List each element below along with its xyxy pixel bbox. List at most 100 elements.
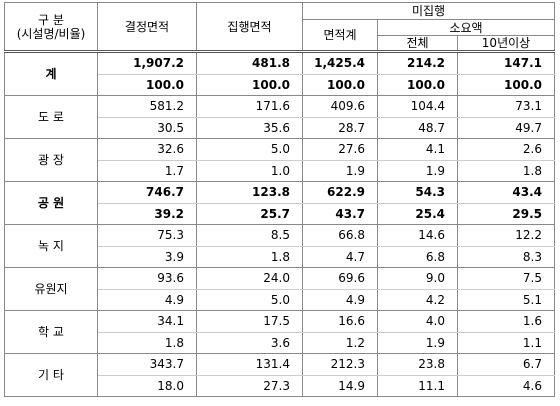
ratio-cell: 30.5 [97, 117, 197, 139]
header-cell: 면적계 [302, 19, 378, 53]
ratio-cell: 100.0 [457, 74, 555, 96]
ratio-cell: 39.2 [97, 203, 197, 225]
table-row: 30.5 35.6 28.7 48.7 49.7 [5, 117, 555, 139]
table-row: 기 타 343.7 131.4 212.3 23.8 6.7 [4, 353, 555, 397]
ratio-cell: 100.0 [377, 74, 458, 96]
header-cell: 집행면적 [196, 2, 303, 53]
header-text: 구 분 [38, 12, 64, 27]
ratio-cell: 28.7 [302, 117, 378, 139]
ratio-cell: 11.1 [377, 375, 458, 397]
ratio-cell: 1.9 [377, 160, 458, 182]
area-cell: 23.8 [377, 353, 458, 376]
area-cell: 214.2 [377, 51, 458, 75]
header-cell: 소요액 [377, 19, 555, 36]
table-header: 구 분 (시설명/비율) 결정면적 집행면적 미집행 면적계 소요액 전체 10… [4, 2, 555, 53]
table-row: 학 교 34.1 17.5 16.6 4.0 1.6 [4, 310, 555, 354]
ratio-cell: 1.0 [196, 160, 303, 182]
area-cell: 581.2 [97, 95, 197, 118]
ratio-cell: 4.6 [457, 375, 555, 397]
area-cell: 1,907.2 [97, 51, 197, 75]
header-cell: 미집행 [302, 2, 555, 20]
ratio-cell: 48.7 [377, 117, 458, 139]
ratio-cell: 1.8 [457, 160, 555, 182]
ratio-cell: 3.6 [196, 332, 303, 354]
area-cell: 481.8 [196, 51, 303, 75]
table-row: 녹 지 75.3 8.5 66.8 14.6 12.2 [4, 224, 555, 268]
area-cell: 171.6 [196, 95, 303, 118]
ratio-cell: 1.8 [196, 246, 303, 268]
area-cell: 24.0 [196, 267, 303, 290]
area-cell: 4.0 [377, 310, 458, 333]
ratio-cell: 25.4 [377, 203, 458, 225]
area-cell: 131.4 [196, 353, 303, 376]
table-row: 계 1,907.2 481.8 1,425.4 214.2 147.1 [4, 51, 555, 96]
ratio-cell: 100.0 [196, 74, 303, 96]
table-row: 광 장 32.6 5.0 27.6 4.1 2.6 [4, 138, 555, 182]
area-cell: 147.1 [457, 51, 555, 75]
facility-name: 학 교 [4, 310, 98, 354]
ratio-cell: 1.8 [97, 332, 197, 354]
ratio-cell: 8.3 [457, 246, 555, 268]
header-text: (시설명/비율) [16, 26, 86, 41]
ratio-cell: 1.1 [457, 332, 555, 354]
table-row: 공 원 746.7 123.8 622.9 54.3 43.4 [4, 181, 555, 225]
facility-name: 계 [4, 51, 98, 96]
area-cell: 1,425.4 [302, 51, 378, 75]
area-cell: 73.1 [457, 95, 555, 118]
ratio-cell: 5.1 [457, 289, 555, 311]
area-cell: 34.1 [97, 310, 197, 333]
area-cell: 54.3 [377, 181, 458, 204]
ratio-cell: 1.2 [302, 332, 378, 354]
area-cell: 66.8 [302, 224, 378, 247]
area-cell: 7.5 [457, 267, 555, 290]
ratio-cell: 100.0 [97, 74, 197, 96]
ratio-cell: 29.5 [457, 203, 555, 225]
ratio-cell: 3.9 [97, 246, 197, 268]
facility-name: 광 장 [4, 138, 98, 182]
area-cell: 43.4 [457, 181, 555, 204]
ratio-cell: 49.7 [457, 117, 555, 139]
facility-name: 도 로 [4, 95, 98, 139]
table-row: 도 로 581.2 171.6 409.6 104.4 73.1 [4, 95, 555, 139]
area-cell: 12.2 [457, 224, 555, 247]
ratio-cell: 4.9 [302, 289, 378, 311]
area-cell: 14.6 [377, 224, 458, 247]
area-cell: 6.7 [457, 353, 555, 376]
ratio-cell: 35.6 [196, 117, 303, 139]
table-row: 3.9 1.8 4.7 6.8 8.3 [5, 246, 555, 268]
ratio-cell: 5.0 [196, 289, 303, 311]
header-cell: 전체 [377, 35, 458, 53]
ratio-cell: 18.0 [97, 375, 197, 397]
ratio-cell: 1.9 [302, 160, 378, 182]
ratio-cell: 14.9 [302, 375, 378, 397]
area-cell: 5.0 [196, 138, 303, 161]
table-row: 1.7 1.0 1.9 1.9 1.8 [5, 160, 555, 182]
area-cell: 93.6 [97, 267, 197, 290]
facility-name: 녹 지 [4, 224, 98, 268]
area-cell: 17.5 [196, 310, 303, 333]
area-cell: 343.7 [97, 353, 197, 376]
area-cell: 746.7 [97, 181, 197, 204]
facility-name: 공 원 [4, 181, 98, 225]
area-cell: 4.1 [377, 138, 458, 161]
area-cell: 32.6 [97, 138, 197, 161]
area-cell: 16.6 [302, 310, 378, 333]
table-row: 100.0 100.0 100.0 100.0 100.0 [5, 74, 555, 96]
area-cell: 8.5 [196, 224, 303, 247]
ratio-cell: 27.3 [196, 375, 303, 397]
ratio-cell: 4.9 [97, 289, 197, 311]
area-cell: 1.6 [457, 310, 555, 333]
header-cell: 구 분 (시설명/비율) [4, 2, 98, 53]
area-cell: 75.3 [97, 224, 197, 247]
facility-name: 기 타 [4, 353, 98, 397]
area-cell: 409.6 [302, 95, 378, 118]
table-row: 39.2 25.7 43.7 25.4 29.5 [5, 203, 555, 225]
area-cell: 104.4 [377, 95, 458, 118]
ratio-cell: 4.7 [302, 246, 378, 268]
table-body: 계 1,907.2 481.8 1,425.4 214.2 147.1 100.0 100.0… [4, 51, 555, 397]
table-row: 유원지 93.6 24.0 69.6 9.0 7.5 [4, 267, 555, 311]
table-row: 18.0 27.3 14.9 11.1 4.6 [5, 375, 555, 397]
area-cell: 123.8 [196, 181, 303, 204]
ratio-cell: 25.7 [196, 203, 303, 225]
